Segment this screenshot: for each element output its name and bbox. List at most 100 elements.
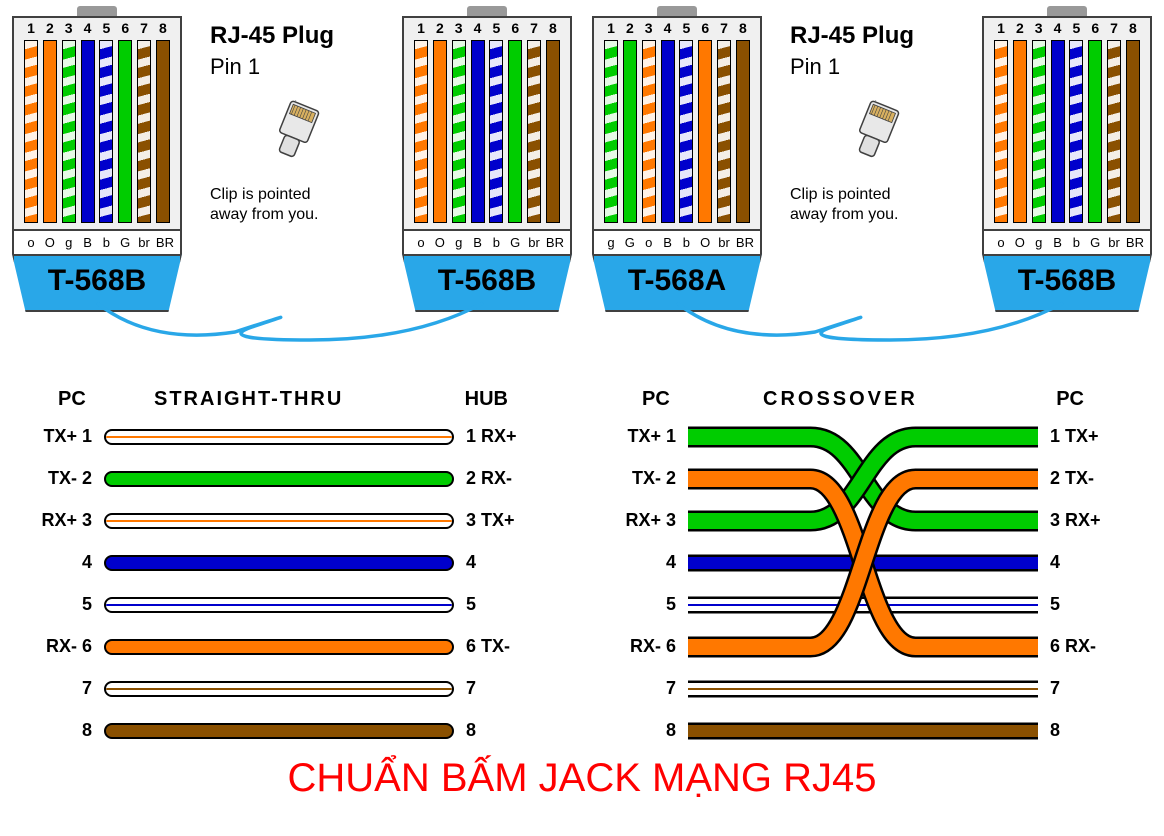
cable-icon [675, 300, 1065, 355]
cross-wire-row: 44 [608, 544, 1118, 586]
straight-wire-row: 44 [24, 544, 534, 586]
straight-wire-row: RX+ 33 TX+ [24, 502, 534, 544]
cross-wire-row: TX+ 1 1 TX+ [608, 418, 1118, 460]
wire-g [62, 40, 76, 223]
label-main: RJ-45 Plug [790, 22, 914, 50]
cross-left-header: PC [642, 388, 670, 411]
cross-wire-row: RX+ 33 RX+ [608, 502, 1118, 544]
wire-O [1013, 40, 1027, 223]
wire-bar [104, 681, 454, 697]
row-left-label: 5 [22, 594, 92, 615]
wire-B [471, 40, 485, 223]
cross-wire-row: RX- 66 RX- [608, 628, 1118, 670]
wire-G [1088, 40, 1102, 223]
cross-wire-row: 77 [608, 670, 1118, 712]
plug-clip-icon [1047, 6, 1087, 16]
label-main: RJ-45 Plug [210, 22, 334, 50]
cross-rows: TX+ 1 1 TX+ TX- 2 2 TX- RX+ 33 RX+44 5 5 RX- 66… [608, 418, 1118, 754]
row-right-label: 7 [1050, 678, 1120, 699]
row-right-label: 6 TX- [466, 636, 536, 657]
wire-O [43, 40, 57, 223]
wire-bar [104, 471, 454, 487]
wire-bar [104, 429, 454, 445]
row-right-label: 5 [466, 594, 536, 615]
row-left-label: TX+ 1 [22, 426, 92, 447]
straight-left-header: PC [58, 388, 86, 411]
plug-pin-numbers: 12345678 [414, 20, 560, 36]
rj45-plug-t-568a: 12345678gGoBbObrBRT-568A [592, 6, 762, 312]
plug-body: 12345678 [402, 16, 572, 231]
wire-G [508, 40, 522, 223]
straight-rows: TX+ 11 RX+TX- 22 RX-RX+ 33 TX+4455RX- 66… [24, 418, 534, 754]
label-hint: Clip is pointedaway from you. [210, 185, 334, 225]
rj45-3d-icon: ▾ [270, 100, 320, 165]
cross-right-header: PC [1056, 388, 1084, 411]
wire-B [81, 40, 95, 223]
straight-wire-row: 88 [24, 712, 534, 754]
row-left-label: TX- 2 [606, 468, 676, 489]
plug-wires [994, 40, 1140, 223]
wire-br [527, 40, 541, 223]
wire-b [99, 40, 113, 223]
row-left-label: RX- 6 [22, 636, 92, 657]
plug-wires [604, 40, 750, 223]
row-right-label: 4 [466, 552, 536, 573]
wire-br [1107, 40, 1121, 223]
straight-wire-row: TX- 22 RX- [24, 460, 534, 502]
wire-o [642, 40, 656, 223]
plug-body: 12345678 [592, 16, 762, 231]
row-right-label: 4 [1050, 552, 1120, 573]
row-left-label: 5 [606, 594, 676, 615]
plug-pin-numbers: 12345678 [604, 20, 750, 36]
plug-wire-codes: oOgBbGbrBR [402, 231, 572, 254]
plug-pin-numbers: 12345678 [994, 20, 1140, 36]
plug-wires [24, 40, 170, 223]
wire-g [452, 40, 466, 223]
straight-right-header: HUB [465, 388, 508, 411]
row-right-label: 1 TX+ [1050, 426, 1120, 447]
wire-G [118, 40, 132, 223]
rj45-3d-icon: ▾ [850, 100, 900, 165]
row-right-label: 1 RX+ [466, 426, 536, 447]
rj45-plug-t-568b: 12345678oOgBbGbrBRT-568B [12, 6, 182, 312]
page-title: CHUẨN BẤM JACK MẠNG RJ45 [0, 756, 1164, 801]
row-right-label: 8 [1050, 720, 1120, 741]
plug-clip-icon [657, 6, 697, 16]
wire-g [604, 40, 618, 223]
wire-O [698, 40, 712, 223]
row-right-label: 6 RX- [1050, 636, 1120, 657]
straight-wire-row: 55 [24, 586, 534, 628]
row-left-label: 4 [22, 552, 92, 573]
row-left-label: 8 [606, 720, 676, 741]
wire-o [24, 40, 38, 223]
wire-B [1051, 40, 1065, 223]
wire-B [661, 40, 675, 223]
row-right-label: 5 [1050, 594, 1120, 615]
wire-br [717, 40, 731, 223]
wire-BR [1126, 40, 1140, 223]
rj45-plug-t-568b: 12345678oOgBbGbrBRT-568B [402, 6, 572, 312]
wire-o [414, 40, 428, 223]
label-hint: Clip is pointedaway from you. [790, 185, 914, 225]
wire-b [1069, 40, 1083, 223]
plug-wires [414, 40, 560, 223]
row-right-label: 2 TX- [1050, 468, 1120, 489]
row-left-label: 7 [606, 678, 676, 699]
plug-body: 12345678 [982, 16, 1152, 231]
row-right-label: 7 [466, 678, 536, 699]
wire-o [994, 40, 1008, 223]
cross-wire-row: 88 [608, 712, 1118, 754]
label-sub: Pin 1 [210, 54, 334, 80]
plug-wire-codes: gGoBbObrBR [592, 231, 762, 254]
cable-icon [95, 300, 485, 355]
wire-BR [546, 40, 560, 223]
row-right-label: 3 TX+ [466, 510, 536, 531]
row-left-label: 7 [22, 678, 92, 699]
straight-mid-header: STRAIGHT-THRU [154, 388, 343, 411]
straight-wire-row: RX- 6 6 TX- [24, 628, 534, 670]
plug-clip-icon [467, 6, 507, 16]
row-left-label: TX+ 1 [606, 426, 676, 447]
wire-O [433, 40, 447, 223]
wire-bar [104, 723, 454, 739]
cross-wire-row: TX- 2 2 TX- [608, 460, 1118, 502]
